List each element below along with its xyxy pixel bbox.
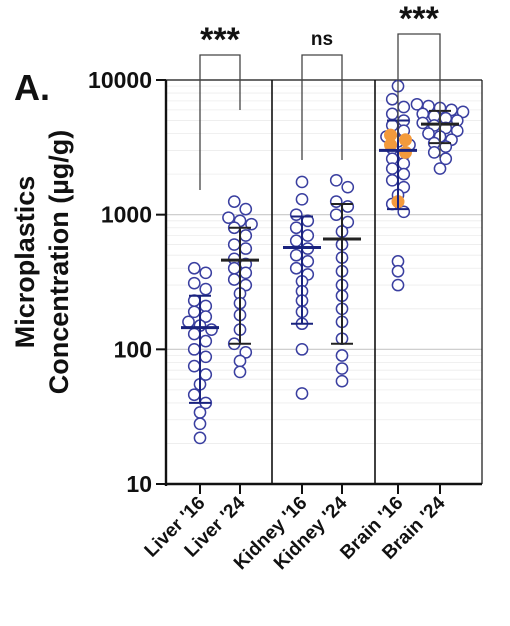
data-point [193, 417, 207, 431]
significance-label: ns [311, 29, 333, 50]
significance-brackets: *** ns *** [199, 0, 441, 190]
data-point [329, 208, 343, 222]
data-point [433, 162, 447, 175]
significance-bracket [397, 33, 441, 158]
data-point [385, 92, 399, 106]
data-point [289, 208, 303, 222]
axes [164, 79, 483, 494]
data-point [295, 342, 309, 356]
data-point [289, 221, 303, 235]
mean-sd-bars [181, 109, 459, 404]
data-point [199, 350, 213, 364]
y-ticks: 10 100 1000 10000 [88, 67, 166, 497]
data-point [239, 242, 253, 255]
data-point [385, 173, 399, 187]
data-point [187, 342, 201, 356]
significance-label: *** [200, 21, 240, 59]
data-point [391, 264, 405, 278]
y-axis-title: Microplastics Concentration (µg/g) [10, 130, 74, 395]
data-point [301, 229, 315, 242]
data-point [439, 152, 453, 166]
data-point [335, 374, 349, 388]
data-point [301, 255, 315, 268]
y-tick-label: 1000 [101, 202, 152, 228]
data-point [391, 278, 405, 292]
data-point [289, 234, 303, 248]
data-point [193, 431, 207, 445]
data-point [397, 100, 411, 114]
data-point [239, 202, 253, 216]
y-tick-label: 100 [114, 336, 152, 362]
y-tick-label: 10 [126, 471, 152, 497]
data-point [222, 211, 235, 225]
data-point [289, 248, 303, 262]
data-point [329, 173, 343, 187]
data-point [289, 261, 303, 275]
data-point [227, 195, 241, 208]
data-point [239, 266, 253, 280]
data-point [239, 345, 253, 359]
panel-dividers [271, 80, 376, 484]
significance-bracket [301, 54, 343, 160]
data-point [422, 127, 435, 140]
data-point [205, 323, 218, 337]
data-point [427, 146, 441, 159]
data-point [295, 175, 309, 189]
data-point [187, 305, 201, 319]
data-point [341, 180, 355, 194]
data-point [397, 205, 411, 219]
data-point [233, 354, 247, 368]
highlight-point [398, 133, 412, 147]
data-point [193, 406, 207, 419]
data-point [199, 266, 213, 280]
data-point [456, 105, 470, 119]
data-point [385, 162, 399, 175]
data-point [187, 327, 201, 341]
y-axis-title-line2: Concentration (µg/g) [44, 130, 74, 395]
data-point [199, 334, 213, 348]
data-point [199, 282, 213, 296]
data-point [239, 229, 253, 242]
data-point [295, 387, 309, 400]
data-point [397, 167, 411, 181]
significance-label: *** [399, 0, 439, 38]
data-point [329, 195, 343, 208]
panel-label: A. [14, 67, 50, 108]
data-point [335, 349, 349, 362]
data-point [187, 359, 201, 373]
data-point [295, 192, 309, 206]
data-point [335, 362, 349, 375]
data-point [227, 238, 241, 251]
y-tick-label: 10000 [88, 67, 152, 93]
data-point [397, 157, 411, 170]
data-points [182, 79, 470, 445]
data-point [233, 365, 247, 379]
highlight-point [398, 145, 412, 159]
data-point [187, 276, 201, 290]
data-point [227, 261, 241, 275]
data-point [341, 200, 355, 213]
data-point [187, 388, 201, 402]
data-point [182, 315, 195, 329]
y-axis-title-line1: Microplastics [10, 176, 40, 349]
data-point [187, 261, 201, 275]
data-point [199, 299, 213, 313]
data-point [227, 273, 241, 286]
significance-bracket [199, 54, 241, 190]
data-point [385, 107, 399, 121]
